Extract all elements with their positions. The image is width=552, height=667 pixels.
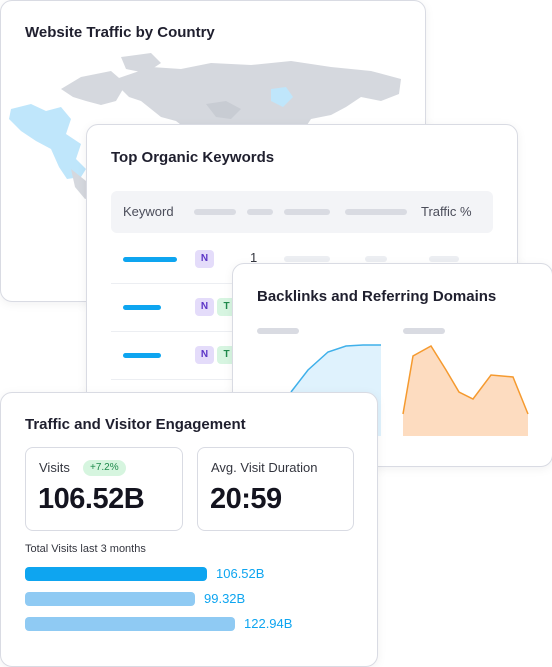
visits-bar-value: 106.52B (216, 566, 265, 581)
keyword-placeholder[interactable] (123, 353, 161, 358)
intent-badge-n: N (195, 250, 214, 268)
keywords-table-header: Keyword Traffic % (111, 191, 493, 233)
duration-metric: Avg. Visit Duration 20:59 (197, 447, 354, 531)
visits-bar[interactable] (25, 567, 207, 581)
backlinks-title: Backlinks and Referring Domains (257, 288, 497, 305)
intent-badge-t: T (217, 298, 236, 316)
intent-badge-n: N (195, 298, 214, 316)
visits-label: Visits (39, 460, 70, 475)
engagement-card: Traffic and Visitor Engagement Visits +7… (0, 392, 378, 667)
column-placeholder (194, 209, 236, 215)
column-placeholder (345, 209, 407, 215)
visits-delta-badge: +7.2% (83, 460, 126, 476)
intent-badge-n: N (195, 346, 214, 364)
keyword-column-header: Keyword (123, 204, 174, 219)
visits-bar[interactable] (25, 617, 235, 631)
cell-placeholder (284, 256, 330, 262)
keyword-placeholder[interactable] (123, 305, 161, 310)
backlinks-line (290, 344, 381, 393)
duration-label: Avg. Visit Duration (211, 460, 318, 475)
keyword-placeholder[interactable] (123, 257, 177, 262)
duration-value: 20:59 (210, 483, 282, 515)
column-placeholder (247, 209, 273, 215)
traffic-column-header: Traffic % (421, 204, 472, 219)
top-keywords-title: Top Organic Keywords (111, 149, 275, 166)
referring-domains-line (402, 344, 529, 415)
visits-bar[interactable] (25, 592, 195, 606)
keyword-position: 1 (250, 250, 258, 265)
chart-legend-placeholder (257, 328, 299, 334)
website-traffic-title: Website Traffic by Country (25, 24, 215, 41)
visits-value: 106.52B (38, 483, 145, 515)
chart-legend-placeholder (403, 328, 445, 334)
referring-domains-area (403, 346, 528, 436)
cell-placeholder (365, 256, 387, 262)
visits-bar-value: 99.32B (204, 591, 246, 606)
visits-metric: Visits +7.2% 106.52B (25, 447, 183, 531)
engagement-title: Traffic and Visitor Engagement (25, 416, 246, 433)
cell-placeholder (429, 256, 459, 262)
intent-badge-t: T (217, 346, 236, 364)
column-placeholder (284, 209, 330, 215)
visits-caption: Total Visits last 3 months (25, 543, 146, 555)
visits-bar-value: 122.94B (244, 616, 293, 631)
